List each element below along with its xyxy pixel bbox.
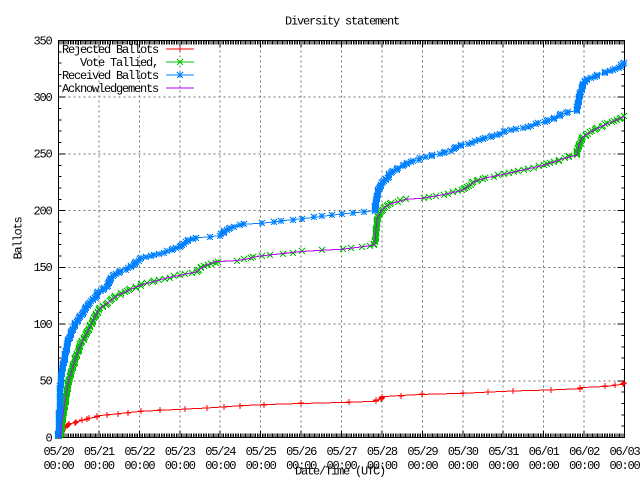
svg-text:00:00: 00:00	[609, 459, 640, 473]
svg-text:0: 0	[45, 431, 52, 445]
svg-text:00:00: 00:00	[529, 459, 560, 473]
svg-text:50: 50	[39, 375, 52, 389]
svg-text:00:00: 00:00	[43, 459, 74, 473]
svg-text:Ballots: Ballots	[12, 217, 26, 260]
svg-text:350: 350	[33, 34, 52, 48]
svg-text:00:00: 00:00	[84, 459, 115, 473]
svg-text:05/23: 05/23	[165, 445, 196, 459]
svg-text:00:00: 00:00	[124, 459, 155, 473]
svg-text:Rejected Ballots: Rejected Ballots	[62, 43, 159, 57]
svg-text:05/21: 05/21	[84, 445, 115, 459]
svg-text:300: 300	[33, 91, 52, 105]
svg-text:Date/Time (UTC): Date/Time (UTC)	[295, 465, 385, 479]
svg-text:00:00: 00:00	[569, 459, 600, 473]
svg-text:05/27: 05/27	[326, 445, 357, 459]
svg-text:05/28: 05/28	[367, 445, 398, 459]
svg-text:00:00: 00:00	[488, 459, 519, 473]
svg-text:00:00: 00:00	[286, 459, 317, 473]
svg-text:00:00: 00:00	[246, 459, 277, 473]
svg-text:05/29: 05/29	[407, 445, 438, 459]
svg-text:00:00: 00:00	[448, 459, 479, 473]
svg-text:06/03: 06/03	[609, 445, 640, 459]
svg-text:100: 100	[33, 318, 52, 332]
svg-text:05/26: 05/26	[286, 445, 317, 459]
svg-text:05/30: 05/30	[448, 445, 479, 459]
svg-text:Acknowledgements: Acknowledgements	[62, 82, 159, 96]
svg-text:05/22: 05/22	[124, 445, 155, 459]
svg-text:250: 250	[33, 148, 52, 162]
svg-text:00:00: 00:00	[407, 459, 438, 473]
svg-text:200: 200	[33, 204, 52, 218]
svg-text:05/31: 05/31	[488, 445, 519, 459]
svg-text:00:00: 00:00	[165, 459, 196, 473]
svg-text:00:00: 00:00	[205, 459, 236, 473]
svg-text:05/20: 05/20	[43, 445, 74, 459]
svg-text:Vote Tallied,: Vote Tallied,	[80, 56, 158, 70]
svg-text:150: 150	[33, 261, 52, 275]
svg-text:Received Ballots: Received Ballots	[62, 69, 159, 83]
svg-text:06/01: 06/01	[529, 445, 560, 459]
svg-text:06/02: 06/02	[569, 445, 600, 459]
svg-text:00:00: 00:00	[367, 459, 398, 473]
svg-text:Diversity statement: Diversity statement	[285, 15, 399, 29]
svg-text:00:00: 00:00	[326, 459, 357, 473]
svg-text:05/25: 05/25	[246, 445, 277, 459]
svg-text:05/24: 05/24	[205, 445, 236, 459]
